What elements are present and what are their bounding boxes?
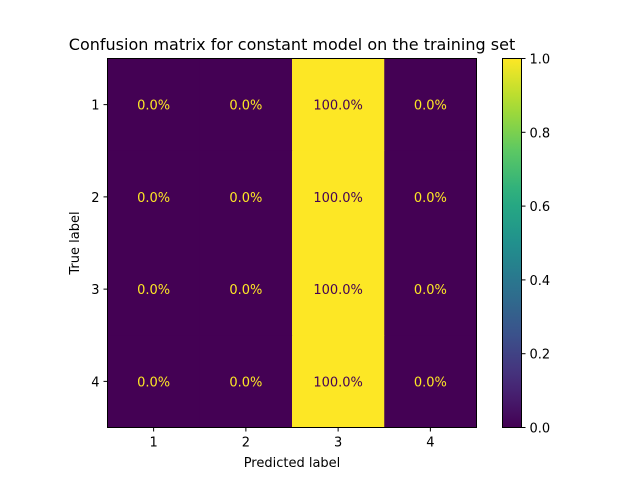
cell-value-label: 0.0%	[137, 99, 170, 114]
cell-value-label: 0.0%	[137, 375, 170, 390]
heatmap-cell	[107, 58, 201, 152]
cell-value-label: 100.0%	[313, 191, 363, 206]
x-tick-label: 3	[334, 436, 342, 451]
cell-value-label: 0.0%	[414, 191, 447, 206]
y-tick-label: 1	[91, 99, 99, 114]
x-axis-label: Predicted label	[244, 456, 341, 471]
colorbar-gradient	[502, 58, 522, 428]
colorbar: 0.0 0.2 0.4 0.6 0.8 1.0	[502, 53, 551, 437]
heatmap-cell	[384, 58, 477, 152]
heatmap-frame	[107, 58, 477, 428]
heatmap-cell	[107, 243, 201, 336]
y-axis: 1 2 3 4	[91, 99, 108, 390]
heatmap-cell	[199, 150, 293, 244]
x-tick-label: 2	[242, 436, 250, 451]
heatmap-cell	[292, 150, 385, 244]
x-tick-label: 4	[426, 436, 434, 451]
cell-value-label: 0.0%	[414, 375, 447, 390]
colorbar-tick-label: 0.2	[530, 348, 551, 363]
colorbar-tick-label: 0.6	[530, 200, 551, 215]
cell-value-label: 0.0%	[229, 375, 262, 390]
heatmap-cell	[199, 58, 293, 152]
cell-value-label: 0.0%	[414, 99, 447, 114]
heatmap-cell	[384, 243, 477, 336]
heatmap-cell	[292, 58, 385, 152]
heatmap-cell	[107, 150, 201, 244]
cell-value-label: 0.0%	[414, 283, 447, 298]
y-tick-label: 4	[91, 375, 99, 390]
heatmap-cells	[107, 58, 477, 428]
y-axis-label: True label	[68, 211, 83, 275]
heatmap-cell	[107, 335, 201, 428]
x-axis: 1 2 3 4	[149, 427, 435, 451]
cell-value-label: 0.0%	[137, 283, 170, 298]
cell-value-label: 0.0%	[137, 191, 170, 206]
colorbar-tick-label: 0.8	[530, 126, 551, 141]
cell-value-label: 100.0%	[313, 283, 363, 298]
colorbar-frame	[502, 58, 522, 428]
heatmap-cell	[199, 243, 293, 336]
heatmap-cell	[384, 335, 477, 428]
colorbar-tick-label: 1.0	[530, 53, 551, 68]
colorbar-tick-label: 0.0	[530, 422, 551, 437]
cell-value-label: 0.0%	[229, 191, 262, 206]
x-tick-label: 1	[149, 436, 157, 451]
colorbar-tick-label: 0.4	[530, 274, 551, 289]
y-tick-label: 3	[91, 283, 99, 298]
cell-value-label: 0.0%	[229, 99, 262, 114]
heatmap-cell	[292, 243, 385, 336]
heatmap-cell	[199, 335, 293, 428]
y-tick-label: 2	[91, 191, 99, 206]
heatmap-cell	[292, 335, 385, 428]
chart-title: Confusion matrix for constant model on t…	[69, 35, 515, 54]
cell-value-label: 0.0%	[229, 283, 262, 298]
heatmap-cell-labels: 0.0% 0.0% 100.0% 0.0% 0.0% 0.0% 100.0% 0.0% 0.0%…	[137, 99, 447, 391]
cell-value-label: 100.0%	[313, 99, 363, 114]
cell-value-label: 100.0%	[313, 375, 363, 390]
heatmap-cell	[384, 150, 477, 244]
